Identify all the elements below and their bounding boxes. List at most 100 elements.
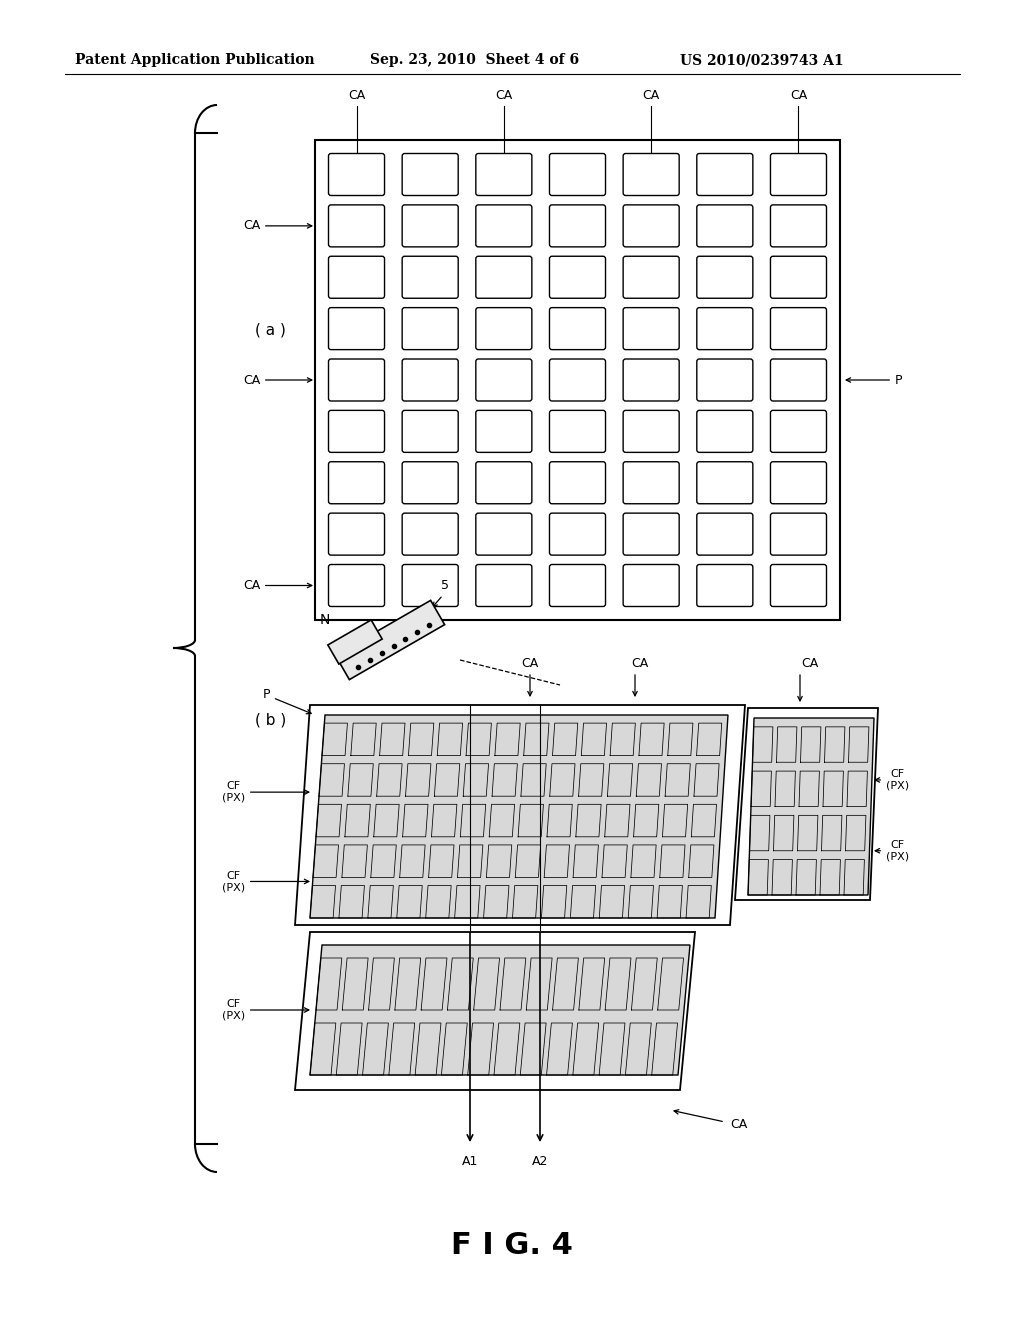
FancyBboxPatch shape bbox=[770, 359, 826, 401]
Text: Sep. 23, 2010  Sheet 4 of 6: Sep. 23, 2010 Sheet 4 of 6 bbox=[370, 53, 580, 67]
Text: CA: CA bbox=[642, 88, 659, 102]
Text: CA: CA bbox=[243, 579, 312, 591]
FancyBboxPatch shape bbox=[476, 308, 531, 350]
FancyBboxPatch shape bbox=[329, 256, 385, 298]
FancyBboxPatch shape bbox=[402, 462, 458, 504]
FancyBboxPatch shape bbox=[696, 153, 753, 195]
Polygon shape bbox=[336, 601, 444, 680]
FancyBboxPatch shape bbox=[402, 565, 458, 606]
FancyBboxPatch shape bbox=[696, 565, 753, 606]
Text: P: P bbox=[846, 374, 902, 387]
FancyBboxPatch shape bbox=[476, 565, 531, 606]
Text: 5: 5 bbox=[441, 579, 449, 591]
Polygon shape bbox=[748, 718, 874, 895]
Text: CA: CA bbox=[496, 88, 512, 102]
FancyBboxPatch shape bbox=[329, 513, 385, 556]
FancyBboxPatch shape bbox=[402, 513, 458, 556]
Text: CA: CA bbox=[790, 88, 807, 102]
FancyBboxPatch shape bbox=[550, 205, 605, 247]
Polygon shape bbox=[295, 705, 745, 925]
FancyBboxPatch shape bbox=[476, 256, 531, 298]
FancyBboxPatch shape bbox=[696, 359, 753, 401]
FancyBboxPatch shape bbox=[696, 513, 753, 556]
FancyBboxPatch shape bbox=[476, 462, 531, 504]
FancyBboxPatch shape bbox=[476, 513, 531, 556]
Text: CA: CA bbox=[730, 1118, 748, 1131]
FancyBboxPatch shape bbox=[624, 153, 679, 195]
Polygon shape bbox=[328, 620, 382, 664]
FancyBboxPatch shape bbox=[624, 513, 679, 556]
Text: Patent Application Publication: Patent Application Publication bbox=[75, 53, 314, 67]
FancyBboxPatch shape bbox=[402, 153, 458, 195]
FancyBboxPatch shape bbox=[329, 359, 385, 401]
FancyBboxPatch shape bbox=[624, 411, 679, 453]
Polygon shape bbox=[310, 715, 728, 917]
Polygon shape bbox=[310, 945, 690, 1074]
Text: CF
(PX): CF (PX) bbox=[876, 840, 909, 862]
FancyBboxPatch shape bbox=[402, 205, 458, 247]
FancyBboxPatch shape bbox=[770, 462, 826, 504]
FancyBboxPatch shape bbox=[550, 308, 605, 350]
FancyBboxPatch shape bbox=[624, 359, 679, 401]
Text: CF
(PX): CF (PX) bbox=[222, 781, 309, 803]
FancyBboxPatch shape bbox=[402, 359, 458, 401]
FancyBboxPatch shape bbox=[696, 205, 753, 247]
FancyBboxPatch shape bbox=[550, 153, 605, 195]
FancyBboxPatch shape bbox=[696, 256, 753, 298]
FancyBboxPatch shape bbox=[624, 256, 679, 298]
FancyBboxPatch shape bbox=[402, 308, 458, 350]
FancyBboxPatch shape bbox=[476, 411, 531, 453]
Text: F I G. 4: F I G. 4 bbox=[451, 1230, 573, 1259]
FancyBboxPatch shape bbox=[770, 256, 826, 298]
FancyBboxPatch shape bbox=[402, 411, 458, 453]
Polygon shape bbox=[735, 708, 878, 900]
Text: CA: CA bbox=[802, 657, 818, 671]
Text: CF
(PX): CF (PX) bbox=[876, 770, 909, 791]
Text: N: N bbox=[319, 612, 330, 627]
FancyBboxPatch shape bbox=[476, 359, 531, 401]
FancyBboxPatch shape bbox=[476, 153, 531, 195]
FancyBboxPatch shape bbox=[696, 411, 753, 453]
FancyBboxPatch shape bbox=[770, 411, 826, 453]
FancyBboxPatch shape bbox=[770, 153, 826, 195]
FancyBboxPatch shape bbox=[329, 153, 385, 195]
Text: CA: CA bbox=[243, 219, 312, 232]
FancyBboxPatch shape bbox=[550, 513, 605, 556]
FancyBboxPatch shape bbox=[550, 411, 605, 453]
Text: ( a ): ( a ) bbox=[255, 322, 286, 338]
FancyBboxPatch shape bbox=[770, 513, 826, 556]
FancyBboxPatch shape bbox=[329, 565, 385, 606]
Text: ( b ): ( b ) bbox=[255, 713, 287, 727]
Text: P: P bbox=[262, 689, 311, 714]
Text: CF
(PX): CF (PX) bbox=[222, 871, 309, 892]
FancyBboxPatch shape bbox=[696, 462, 753, 504]
Text: CA: CA bbox=[521, 657, 539, 671]
Text: CA: CA bbox=[632, 657, 648, 671]
FancyBboxPatch shape bbox=[770, 205, 826, 247]
FancyBboxPatch shape bbox=[770, 565, 826, 606]
FancyBboxPatch shape bbox=[402, 256, 458, 298]
FancyBboxPatch shape bbox=[329, 462, 385, 504]
Text: CA: CA bbox=[348, 88, 366, 102]
FancyBboxPatch shape bbox=[550, 565, 605, 606]
FancyBboxPatch shape bbox=[770, 308, 826, 350]
Text: CA: CA bbox=[243, 374, 312, 387]
FancyBboxPatch shape bbox=[329, 205, 385, 247]
FancyBboxPatch shape bbox=[329, 411, 385, 453]
FancyBboxPatch shape bbox=[476, 205, 531, 247]
Polygon shape bbox=[295, 932, 695, 1090]
FancyBboxPatch shape bbox=[624, 565, 679, 606]
Bar bbox=[315, 140, 840, 620]
FancyBboxPatch shape bbox=[550, 256, 605, 298]
FancyBboxPatch shape bbox=[624, 462, 679, 504]
FancyBboxPatch shape bbox=[550, 359, 605, 401]
Text: A2: A2 bbox=[531, 1155, 548, 1168]
FancyBboxPatch shape bbox=[550, 462, 605, 504]
FancyBboxPatch shape bbox=[696, 308, 753, 350]
FancyBboxPatch shape bbox=[624, 308, 679, 350]
Text: US 2010/0239743 A1: US 2010/0239743 A1 bbox=[680, 53, 844, 67]
Text: CF
(PX): CF (PX) bbox=[222, 999, 309, 1020]
FancyBboxPatch shape bbox=[624, 205, 679, 247]
Text: A1: A1 bbox=[462, 1155, 478, 1168]
FancyBboxPatch shape bbox=[329, 308, 385, 350]
